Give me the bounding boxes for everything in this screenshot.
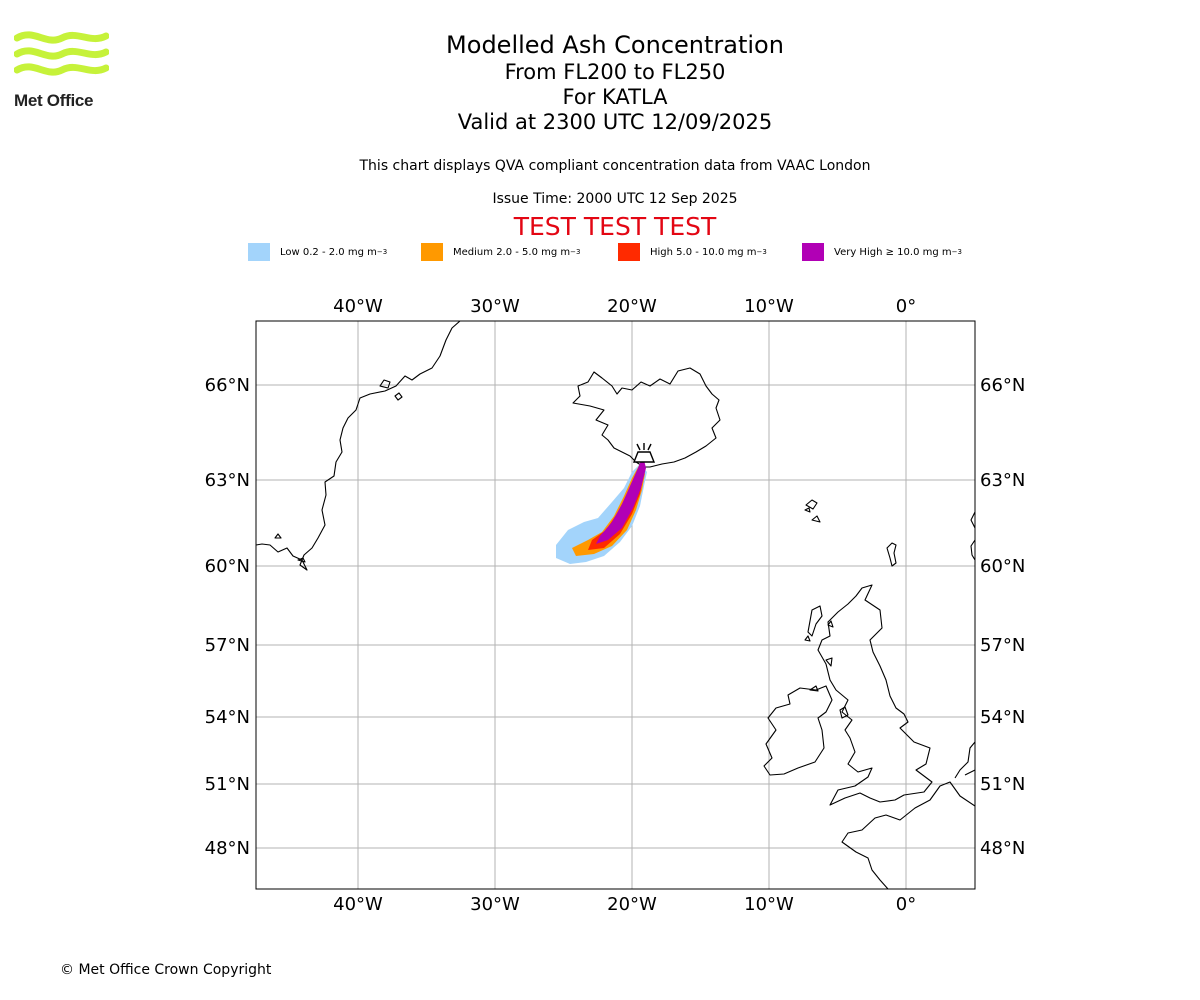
- copyright-notice: © Met Office Crown Copyright: [60, 962, 272, 978]
- volcano-icon: [632, 443, 656, 463]
- lat-label: 66°N: [205, 375, 250, 396]
- unit-exponent: −3: [951, 248, 962, 256]
- iceland-coastline: [572, 367, 721, 468]
- lat-label: 63°N: [980, 470, 1025, 491]
- lon-label: 30°W: [470, 894, 520, 915]
- source-note: This chart displays QVA compliant concen…: [359, 158, 871, 174]
- legend-swatch-very-high: [802, 243, 824, 261]
- norway-coastline: [970, 511, 975, 561]
- ash-zone-very-high: [596, 456, 646, 544]
- scotland-coastline: [817, 584, 933, 806]
- chart-titles: Modelled Ash Concentration From FL200 to…: [0, 30, 1200, 135]
- lon-label: 0°: [896, 296, 916, 317]
- latitude-labels-right: 66°N 63°N 60°N 57°N 54°N 51°N 48°N: [980, 375, 1025, 859]
- ash-plume: [556, 456, 647, 564]
- lon-label: 30°W: [470, 296, 520, 317]
- lat-label: 60°N: [980, 556, 1025, 577]
- low-countries-coastline: [954, 741, 975, 779]
- lon-label: 0°: [896, 894, 916, 915]
- legend-range: 5.0 - 10.0 mg m: [676, 246, 757, 258]
- legend-swatch-low: [248, 243, 270, 261]
- unit-exponent: −3: [570, 248, 581, 256]
- lat-label: 54°N: [205, 707, 250, 728]
- lat-label: 48°N: [980, 838, 1025, 859]
- ash-zone-low: [556, 464, 647, 564]
- longitude-labels-bottom: 40°W 30°W 20°W 10°W 0°: [333, 894, 916, 915]
- graticule: [256, 321, 975, 889]
- legend-item-very-high: Very High ≥ 10.0 mg m −3: [802, 243, 962, 261]
- lat-label: 48°N: [205, 838, 250, 859]
- unit-exponent: −3: [376, 248, 388, 256]
- legend-level: Very High: [834, 246, 883, 258]
- lat-label: 60°N: [205, 556, 250, 577]
- ash-map: 40°W 30°W 20°W 10°W 0° 40°W 30°W 20°W 10…: [205, 296, 1026, 915]
- volcano-name: For KATLA: [562, 85, 668, 109]
- lat-label: 63°N: [205, 470, 250, 491]
- met-office-waves-icon: [13, 31, 110, 76]
- legend-level: Medium: [453, 246, 493, 258]
- coastlines: [256, 321, 975, 889]
- legend-swatch-medium: [421, 243, 443, 261]
- legend-item-high: High 5.0 - 10.0 mg m −3: [618, 243, 767, 261]
- hebrides-islands: [804, 605, 834, 692]
- legend-range: 2.0 - 5.0 mg m: [496, 246, 571, 258]
- map-background: [256, 321, 975, 889]
- faroe-islands: [804, 499, 821, 523]
- lat-label: 54°N: [980, 707, 1025, 728]
- flight-levels: From FL200 to FL250: [504, 60, 726, 84]
- legend-level: High: [650, 246, 673, 258]
- legend-range: ≥ 10.0 mg m: [885, 246, 952, 258]
- legend-range: 0.2 - 2.0 mg m: [302, 246, 377, 258]
- met-office-logo: Met Office: [13, 30, 114, 112]
- lon-label: 40°W: [333, 296, 383, 317]
- test-banner: TEST TEST TEST: [513, 212, 717, 241]
- lat-label: 66°N: [980, 375, 1025, 396]
- valid-time: Valid at 2300 UTC 12/09/2025: [457, 110, 773, 134]
- latitude-labels-left: 66°N 63°N 60°N 57°N 54°N 51°N 48°N: [205, 375, 250, 859]
- lat-label: 57°N: [980, 635, 1025, 656]
- unit-exponent: −3: [756, 248, 767, 256]
- lon-label: 20°W: [607, 894, 657, 915]
- issue-time: Issue Time: 2000 UTC 12 Sep 2025: [492, 191, 738, 207]
- legend-item-low: Low 0.2 - 2.0 mg m −3: [248, 243, 387, 261]
- shetland-islands: [886, 542, 897, 567]
- map-frame: [255, 320, 976, 890]
- france-coastline: [841, 781, 975, 889]
- lat-label: 51°N: [205, 774, 250, 795]
- met-office-wordmark: Met Office: [14, 91, 94, 110]
- lon-label: 40°W: [333, 894, 383, 915]
- lon-label: 10°W: [744, 296, 794, 317]
- greenland-coastline: [256, 321, 461, 571]
- longitude-labels-top: 40°W 30°W 20°W 10°W 0°: [333, 296, 916, 317]
- legend-item-medium: Medium 2.0 - 5.0 mg m −3: [421, 243, 580, 261]
- chart-title: Modelled Ash Concentration: [446, 31, 784, 59]
- greenland-islands: [274, 379, 403, 563]
- legend-level: Low: [280, 246, 300, 258]
- lat-label: 51°N: [980, 774, 1025, 795]
- ireland-coastline: [763, 685, 833, 776]
- isle-of-man: [839, 706, 849, 719]
- lon-label: 10°W: [744, 894, 794, 915]
- lon-label: 20°W: [607, 296, 657, 317]
- lat-label: 57°N: [205, 635, 250, 656]
- legend-swatch-high: [618, 243, 640, 261]
- concentration-legend: Low 0.2 - 2.0 mg m −3 Medium 2.0 - 5.0 mg…: [0, 243, 1200, 265]
